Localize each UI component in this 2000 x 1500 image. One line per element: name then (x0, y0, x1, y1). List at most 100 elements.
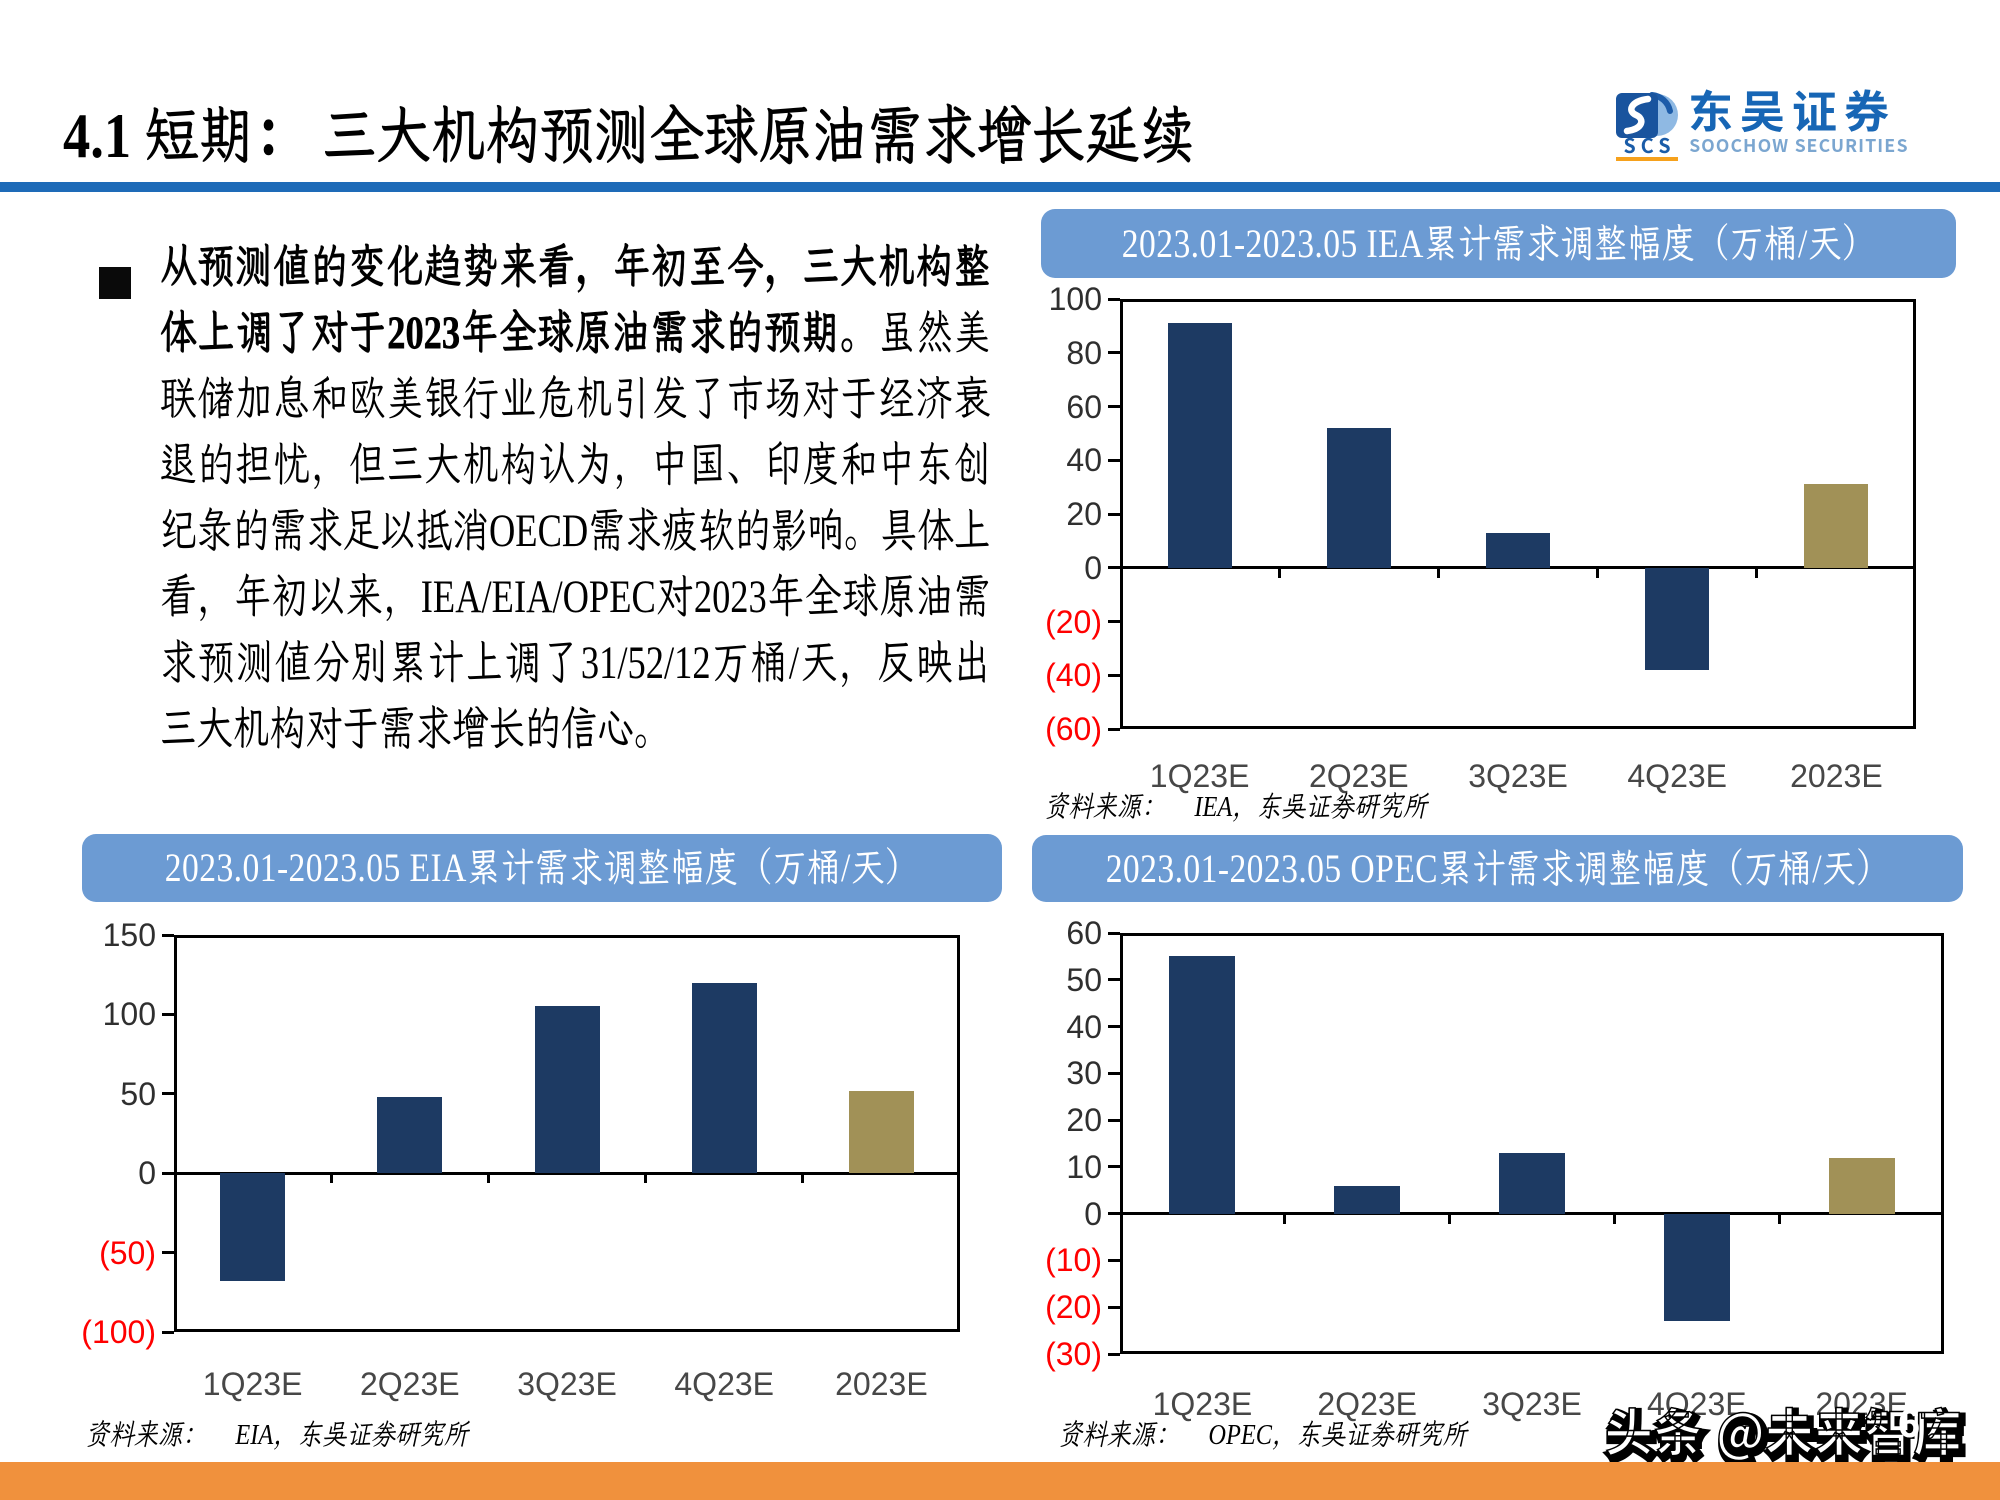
brand-logo: SCS 东吴证券 SOOCHOW SECURITIES (1612, 78, 1912, 168)
chart-title: 2023.01-2023.05 EIA累计需求调整幅度（万桶/天） (165, 845, 919, 890)
x-axis-tick (1755, 567, 1759, 578)
y-axis-tick (1108, 1118, 1120, 1122)
y-axis-label: (30) (1045, 1336, 1102, 1372)
y-axis-label: 150 (102, 917, 156, 953)
bar-2Q23E (1326, 428, 1391, 568)
x-axis-category-label: 2Q23E (1308, 758, 1409, 794)
x-axis-category-label: 3Q23E (1482, 1386, 1582, 1422)
x-axis-tick (1436, 567, 1440, 578)
logo-name-chinese: 东吴证券 (1688, 76, 1897, 141)
x-axis-tick (1777, 1213, 1781, 1224)
bar-4Q23E (1663, 1213, 1730, 1322)
x-axis-category-label: 1Q23E (1152, 1386, 1253, 1422)
y-axis-label: 0 (1084, 1195, 1102, 1232)
footer-bar (0, 1462, 2000, 1500)
x-axis-category-label: 2Q23E (1317, 1386, 1417, 1422)
x-axis-category-label: 3Q23E (517, 1366, 617, 1402)
bar-2023E (1828, 1157, 1895, 1214)
bar-2Q23E (1334, 1185, 1401, 1214)
x-axis-category-label: 2023E (1815, 1386, 1908, 1422)
bar-4Q23E (691, 982, 757, 1174)
x-axis-tick (1283, 1213, 1287, 1224)
y-axis-label: (60) (1045, 711, 1102, 747)
bar-3Q23E (534, 1006, 600, 1174)
y-axis-label: 100 (102, 996, 156, 1033)
bar-2Q23E (377, 1096, 443, 1174)
y-axis-label: 60 (1066, 388, 1102, 425)
x-axis-category-label: 3Q23E (1468, 758, 1568, 794)
watermark-shadow: 头条 @未来智库 (1604, 1396, 1968, 1470)
x-axis-tick (1596, 567, 1600, 578)
watermark: 头条 @未来智库 头条 @未来智库 (1363, 1392, 1968, 1470)
chart-title: 2023.01-2023.05 IEA累计需求调整幅度（万桶/天） (1121, 220, 1876, 266)
y-axis-tick (162, 933, 174, 937)
chart-source: 资料来源： EIA，东吴证券研究所 (85, 1418, 468, 1452)
plot-area (1120, 933, 1944, 1354)
y-axis-tick (1108, 405, 1120, 408)
y-axis-label: (10) (1045, 1242, 1102, 1279)
y-axis-tick (1108, 1025, 1120, 1029)
y-axis-label: (40) (1045, 657, 1102, 694)
y-axis-tick (162, 1251, 174, 1255)
chart-title: 2023.01-2023.05 OPEC累计需求调整幅度（万桶/天） (1105, 845, 1890, 891)
y-axis-label: 50 (1066, 961, 1102, 998)
bullet-marker (99, 267, 131, 299)
bar-2023E (848, 1090, 914, 1174)
bullet-text-bold: 从预测值的变化趋势来看，年初至今，三大机构整体上调了对于2023年全球原油需求的… (160, 241, 991, 360)
bar-4Q23E (1645, 567, 1710, 670)
x-axis-category-label: 1Q23E (202, 1366, 303, 1402)
bullet-text-rest: 虽然美联储加息和欧美银行业危机引发了市场对于经济衰退的担忧，但三大机构认为，中国… (160, 307, 991, 755)
header-divider (0, 182, 2000, 192)
bar-3Q23E (1486, 532, 1550, 568)
x-axis-tick (486, 1173, 490, 1184)
y-axis-label: (100) (81, 1314, 156, 1350)
y-axis-tick (1108, 1212, 1120, 1216)
y-axis-tick (162, 1092, 174, 1096)
x-axis-line (1120, 1212, 1944, 1216)
x-axis-line (174, 1171, 960, 1175)
y-axis-label: 100 (1048, 281, 1102, 317)
y-axis-label: 10 (1066, 1148, 1102, 1185)
x-axis-category-label: 4Q23E (1646, 1386, 1747, 1422)
y-axis-label: 30 (1066, 1055, 1102, 1092)
y-axis-tick (1108, 566, 1120, 570)
y-axis-tick (1108, 673, 1120, 677)
y-axis-label: (20) (1045, 603, 1102, 640)
x-axis-tick (329, 1173, 333, 1184)
y-axis-tick (162, 1012, 174, 1016)
chart-title-bar: 2023.01-2023.05 IEA累计需求调整幅度（万桶/天） (1041, 209, 1956, 278)
y-axis-tick (1108, 620, 1120, 623)
y-axis-label: 0 (138, 1155, 156, 1192)
y-axis-label: (20) (1045, 1289, 1102, 1326)
y-axis-tick (1108, 1352, 1120, 1356)
y-axis-label: 20 (1066, 1102, 1102, 1139)
chart-source-label: 资料来源： (1044, 791, 1166, 823)
y-axis-tick (1108, 931, 1120, 935)
logo-abbr: SCS (1623, 130, 1676, 159)
x-axis-category-label: 2023E (1790, 758, 1883, 794)
x-axis-tick (1448, 1213, 1452, 1224)
bar-3Q23E (1499, 1152, 1565, 1214)
plot-area (1120, 299, 1916, 729)
y-axis-label: (50) (99, 1234, 156, 1271)
y-axis-label: 20 (1066, 496, 1102, 532)
y-axis-tick (1108, 1165, 1120, 1169)
y-axis-label: 40 (1066, 1008, 1102, 1045)
bar-1Q23E (1167, 323, 1232, 568)
chart-source-label: 资料来源： (1058, 1419, 1180, 1451)
chart-source-text: EIA，东吴证券研究所 (235, 1419, 469, 1451)
chart-source: 资料来源： OPEC，东吴证券研究所 (1058, 1418, 1467, 1452)
x-axis-category-label: 4Q23E (1627, 758, 1727, 794)
logo-underline (1616, 157, 1678, 161)
bar-2023E (1804, 484, 1869, 568)
y-axis-label: 0 (1084, 549, 1102, 586)
x-axis-tick (801, 1173, 805, 1184)
watermark-text: 头条 @未来智库 (1604, 1392, 1963, 1466)
y-axis-tick (1108, 351, 1120, 355)
chart-title-bar: 2023.01-2023.05 EIA累计需求调整幅度（万桶/天） (82, 834, 1002, 902)
page-number: 6 (1898, 1402, 1921, 1446)
y-axis-tick (1108, 727, 1120, 731)
y-axis-tick (1108, 978, 1120, 982)
x-axis-tick (1277, 567, 1281, 578)
